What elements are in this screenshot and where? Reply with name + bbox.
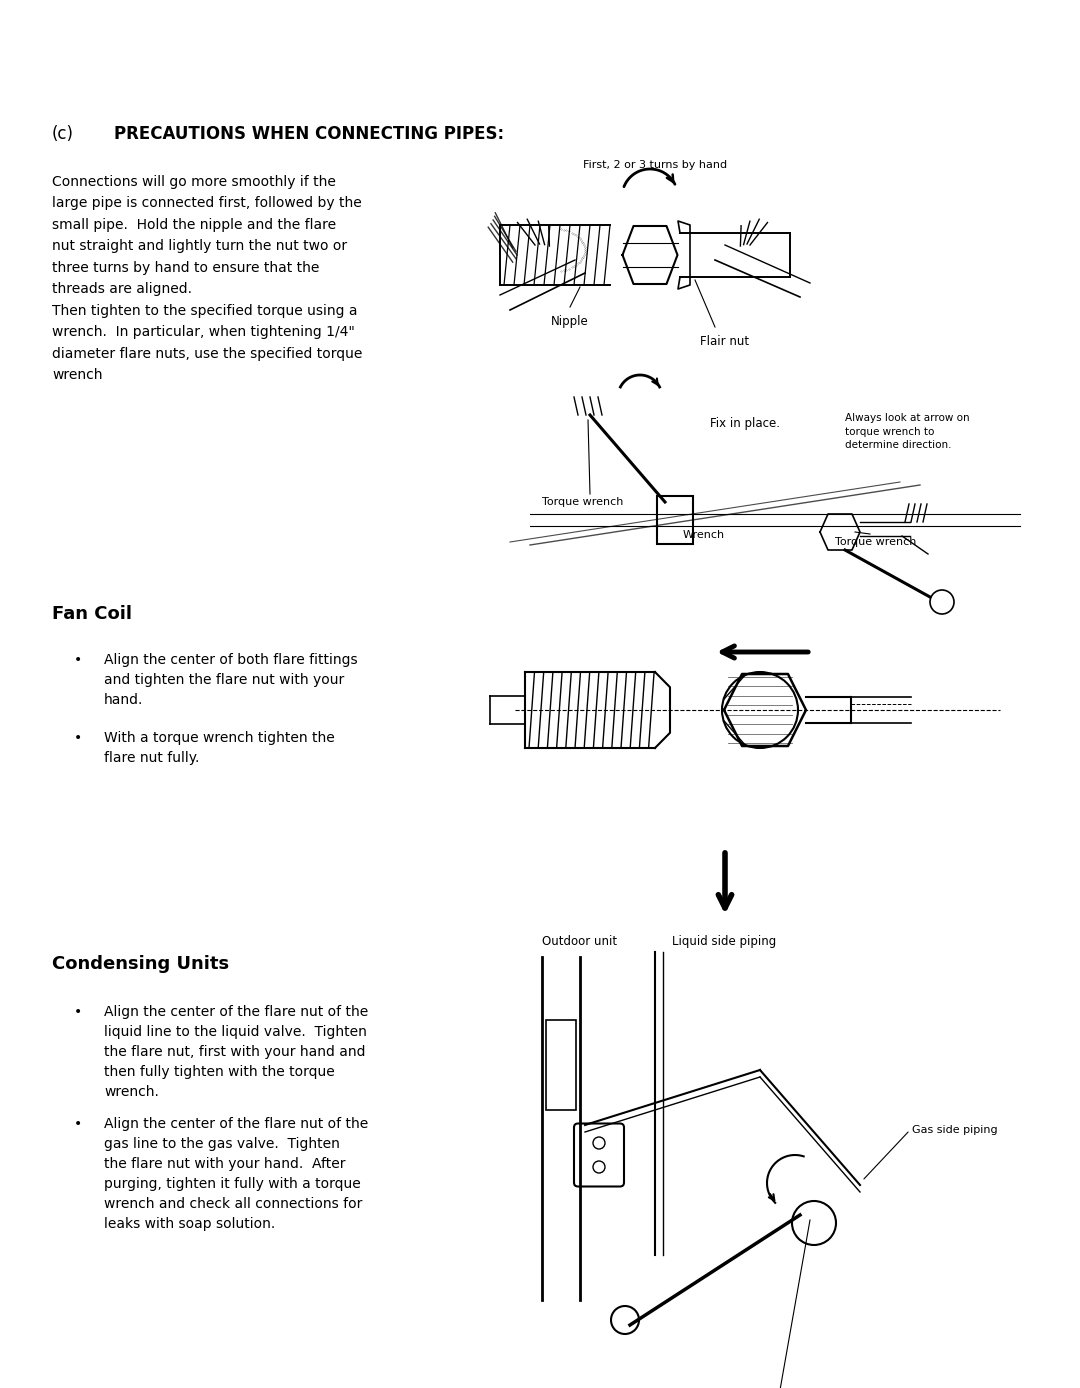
FancyBboxPatch shape <box>573 1123 624 1187</box>
Text: Connections will go more smoothly if the: Connections will go more smoothly if the <box>52 175 336 189</box>
Text: Always look at arrow on
torque wrench to
determine direction.: Always look at arrow on torque wrench to… <box>845 414 970 450</box>
Text: Fix in place.: Fix in place. <box>710 416 780 430</box>
Text: With a torque wrench tighten the
flare nut fully.: With a torque wrench tighten the flare n… <box>104 731 335 765</box>
Text: Align the center of the flare nut of the
gas line to the gas valve.  Tighten
the: Align the center of the flare nut of the… <box>104 1117 368 1231</box>
FancyBboxPatch shape <box>546 1020 576 1110</box>
Text: large pipe is connected first, followed by the: large pipe is connected first, followed … <box>52 197 362 211</box>
FancyBboxPatch shape <box>657 496 693 544</box>
Text: •: • <box>75 1005 82 1019</box>
Text: Align the center of the flare nut of the
liquid line to the liquid valve.  Tight: Align the center of the flare nut of the… <box>104 1005 368 1099</box>
Text: Then tighten to the specified torque using a: Then tighten to the specified torque usi… <box>52 304 357 318</box>
Text: small pipe.  Hold the nipple and the flare: small pipe. Hold the nipple and the flar… <box>52 218 336 232</box>
Text: •: • <box>75 1117 82 1131</box>
Text: PRECAUTIONS WHEN CONNECTING PIPES:: PRECAUTIONS WHEN CONNECTING PIPES: <box>114 125 504 143</box>
Text: Torque wrench: Torque wrench <box>542 497 623 507</box>
Text: Torque wrench: Torque wrench <box>835 537 916 547</box>
Text: Condensing Units: Condensing Units <box>52 955 229 973</box>
Text: •: • <box>75 731 82 745</box>
Text: (c): (c) <box>52 125 75 143</box>
Text: Nipple: Nipple <box>551 315 589 328</box>
Text: Liquid side piping: Liquid side piping <box>672 936 777 948</box>
Text: wrench: wrench <box>52 368 103 383</box>
Text: nut straight and lightly turn the nut two or: nut straight and lightly turn the nut tw… <box>52 240 347 254</box>
Text: three turns by hand to ensure that the: three turns by hand to ensure that the <box>52 261 320 275</box>
Text: Gas side piping: Gas side piping <box>912 1126 998 1135</box>
Text: Align the center of both flare fittings
and tighten the flare nut with your
hand: Align the center of both flare fittings … <box>104 652 357 706</box>
Text: First, 2 or 3 turns by hand: First, 2 or 3 turns by hand <box>583 160 727 169</box>
Text: Wrench: Wrench <box>683 530 725 540</box>
Text: •: • <box>75 652 82 668</box>
Text: threads are aligned.: threads are aligned. <box>52 283 192 297</box>
Text: Flair nut: Flair nut <box>701 335 750 348</box>
Text: Outdoor unit: Outdoor unit <box>542 936 617 948</box>
Text: Fan Coil: Fan Coil <box>52 605 132 623</box>
Text: diameter flare nuts, use the specified torque: diameter flare nuts, use the specified t… <box>52 347 363 361</box>
Text: wrench.  In particular, when tightening 1/4": wrench. In particular, when tightening 1… <box>52 326 355 340</box>
